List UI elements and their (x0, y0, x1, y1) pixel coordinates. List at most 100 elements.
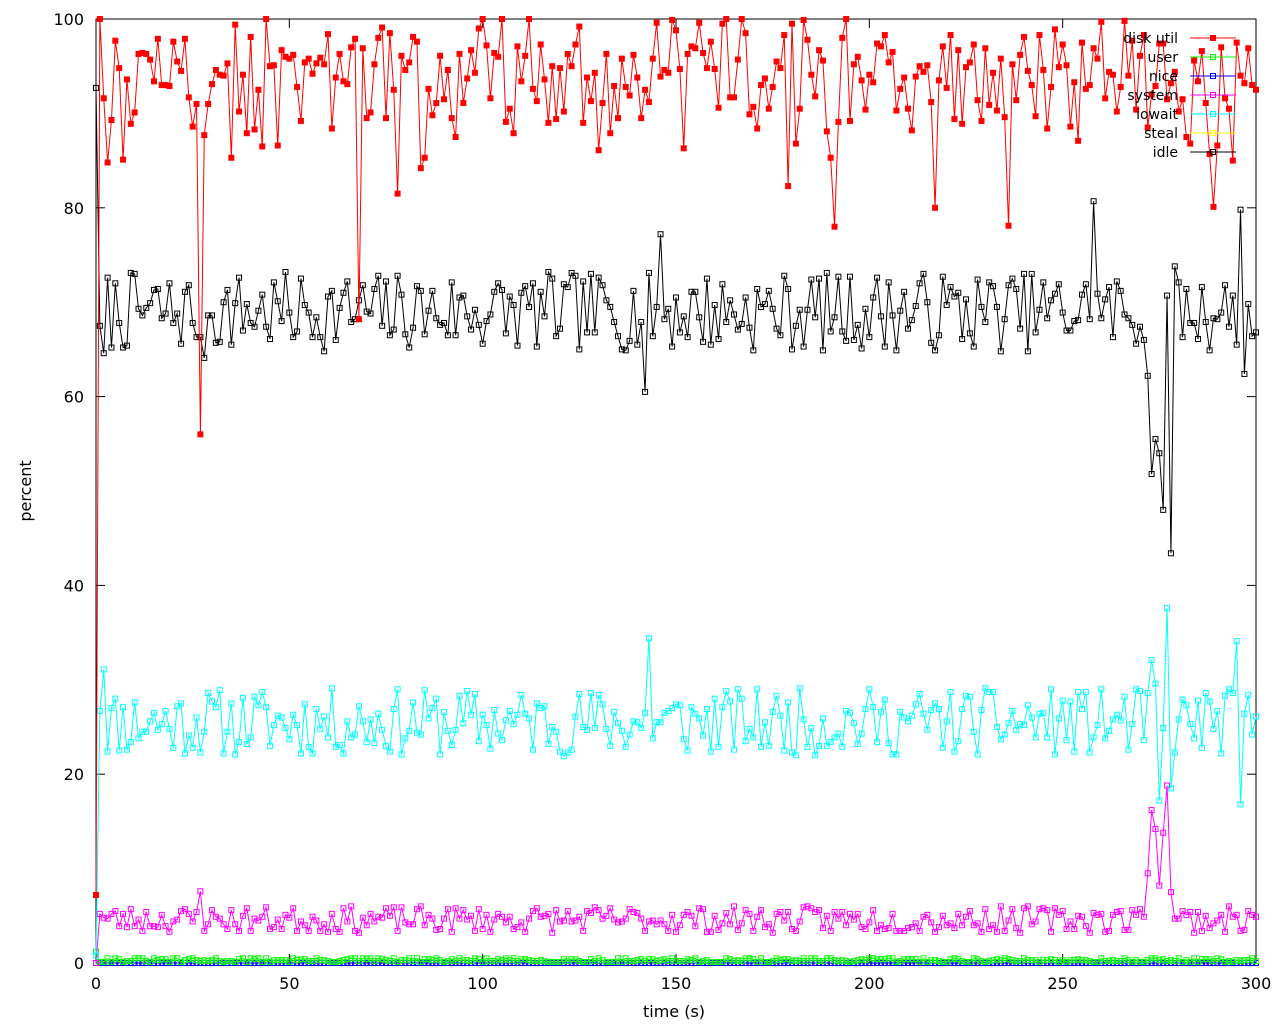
system-point (1156, 882, 1163, 889)
idle-point (924, 299, 931, 306)
idle-point (626, 337, 633, 344)
system-point (321, 921, 328, 928)
system-point (224, 926, 231, 933)
disk-util-point (193, 100, 200, 107)
iowait-point (1137, 688, 1143, 695)
user-point (444, 958, 451, 965)
idle-point (1086, 316, 1093, 323)
idle-point (112, 280, 119, 287)
idle-point (812, 314, 819, 321)
iowait-point (1013, 726, 1020, 733)
idle-point (325, 293, 331, 300)
idle-point (232, 300, 239, 307)
iowait-point (680, 736, 687, 743)
iowait-point (618, 727, 625, 734)
user-point (1140, 959, 1147, 966)
iowait-point (139, 728, 146, 735)
user-point (885, 955, 892, 962)
user-point (858, 956, 865, 963)
user-point (603, 959, 610, 966)
system-point (885, 925, 892, 932)
iowait-point (1098, 686, 1105, 693)
idle-point (715, 336, 722, 343)
system-point (850, 916, 857, 923)
legend-item-user: user (1147, 50, 1236, 66)
iowait-point (1202, 690, 1209, 697)
iowait-point (1051, 751, 1058, 758)
idle-point (684, 334, 691, 341)
disk-util-point (591, 69, 598, 76)
idle-point (1133, 340, 1140, 347)
idle-point (1075, 317, 1082, 324)
disk-util-point (769, 83, 776, 90)
system-point (808, 905, 815, 912)
idle-point (429, 287, 436, 294)
idle-point (862, 305, 869, 312)
iowait-point (1140, 737, 1147, 744)
user-point (1040, 957, 1047, 964)
idle-point (928, 339, 935, 346)
system-point (475, 906, 482, 913)
iowait-point (993, 724, 1000, 730)
iowait-point (383, 742, 389, 749)
idle-point (920, 270, 927, 277)
idle-point (634, 341, 641, 348)
idle-point (371, 285, 378, 292)
system-point (1059, 908, 1066, 915)
iowait-point (518, 691, 525, 698)
iowait-point (1071, 748, 1078, 755)
system-point (1040, 905, 1047, 912)
nice-point (912, 960, 919, 966)
disk-util-point (151, 78, 157, 85)
user-point (297, 956, 304, 963)
idle-point (1160, 506, 1167, 513)
system-point (928, 919, 935, 926)
idle-point (549, 275, 556, 282)
disk-util-point (394, 190, 401, 197)
iowait-point (456, 692, 463, 699)
system-point (959, 922, 966, 929)
disk-util-point (332, 74, 339, 81)
user-point (348, 955, 355, 962)
idle-point (402, 331, 409, 338)
disk-util-point (850, 61, 857, 68)
disk-util-point (696, 19, 703, 26)
iowait-point (243, 740, 250, 747)
idle-point (116, 319, 123, 326)
user-point (479, 959, 486, 966)
iowait-point (537, 705, 544, 712)
idle-point (178, 340, 185, 347)
iowait-point (158, 721, 165, 728)
idle-point (572, 272, 579, 279)
idle-point (340, 289, 347, 296)
user-point (526, 957, 533, 964)
iowait-point (823, 742, 830, 749)
idle-point (831, 314, 838, 321)
user-point (1167, 957, 1174, 964)
disk-util-point (700, 49, 707, 56)
system-point (1075, 912, 1082, 919)
idle-point (506, 293, 513, 300)
iowait-point (1195, 697, 1201, 704)
idle-point (978, 303, 985, 310)
disk-util-point (1117, 83, 1124, 90)
disk-util-point (707, 38, 714, 45)
system-point (943, 922, 950, 929)
idle-point (630, 287, 637, 294)
user-point (259, 959, 266, 966)
system-point (603, 912, 610, 919)
iowait-point (850, 720, 857, 727)
iowait-point (1183, 702, 1190, 709)
disk-util-point (1214, 142, 1221, 149)
disk-util-point (278, 47, 285, 54)
idle-point (1082, 281, 1089, 288)
user-point (1001, 955, 1008, 962)
disk-util-point (479, 16, 486, 22)
disk-util-point (1055, 64, 1062, 71)
idle-point (147, 300, 154, 307)
idle-point (166, 280, 173, 287)
iowait-point (363, 739, 370, 746)
iowait-point (359, 718, 366, 725)
disk-util-point (928, 99, 935, 106)
iowait-point (1152, 680, 1159, 687)
